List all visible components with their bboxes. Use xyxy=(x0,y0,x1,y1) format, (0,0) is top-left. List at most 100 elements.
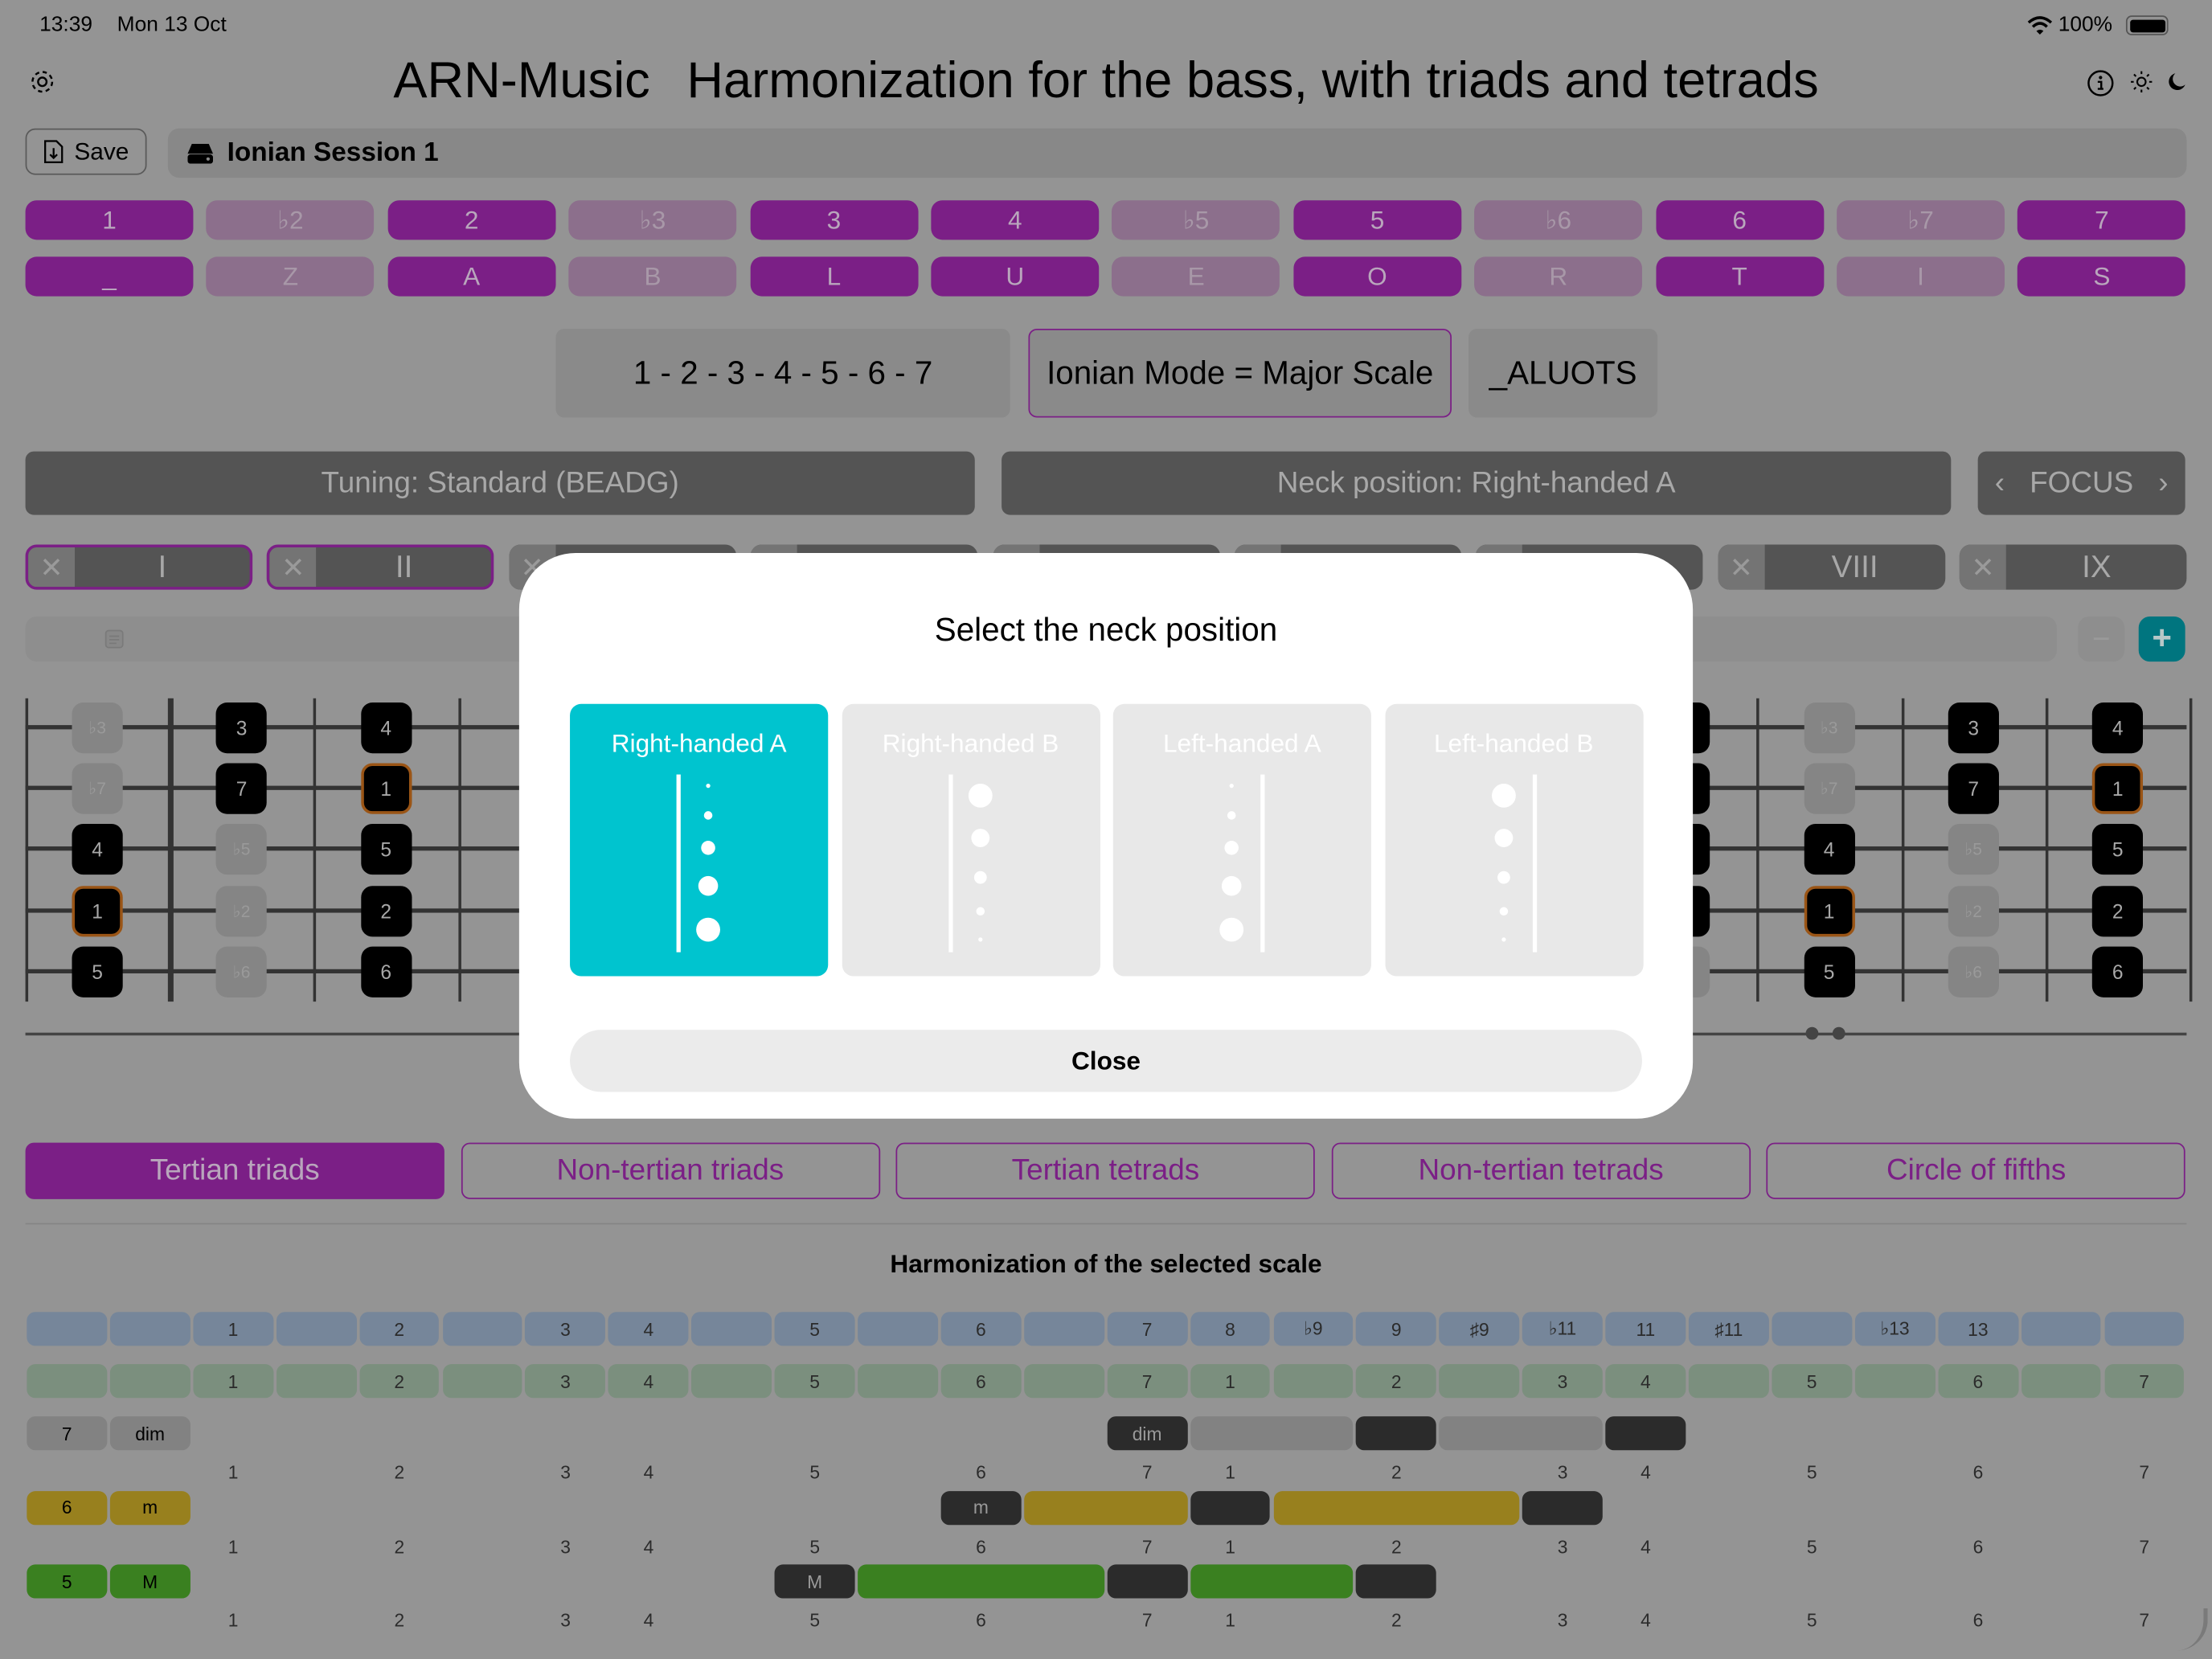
chord-span-bar[interactable] xyxy=(1190,1564,1354,1599)
info-icon[interactable] xyxy=(2085,68,2116,99)
segment-tab[interactable]: Circle of fifths xyxy=(1767,1142,2186,1199)
scale-code[interactable]: _ALUOTS xyxy=(1469,328,1658,418)
position-tab[interactable]: ✕ IX xyxy=(1960,544,2187,590)
remove-tab-x-icon[interactable]: ✕ xyxy=(1960,544,2007,590)
chord-span-bar[interactable] xyxy=(858,1564,1104,1599)
tuning-button[interactable]: Tuning: Standard (BEADG) xyxy=(25,451,975,515)
note-marker[interactable]: 5 xyxy=(72,946,123,997)
note-marker[interactable]: ♭2 xyxy=(216,886,268,937)
page-dot[interactable] xyxy=(1832,1026,1845,1040)
degree-button[interactable]: 2 xyxy=(387,200,556,240)
neck-option-right-handed-a[interactable]: Right-handed A xyxy=(570,703,829,977)
note-marker[interactable]: 2 xyxy=(360,886,412,937)
letter-button[interactable]: T xyxy=(1655,256,1824,297)
note-marker[interactable]: ♭2 xyxy=(1948,886,1999,937)
degree-button[interactable]: ♭5 xyxy=(1112,200,1280,240)
add-position-button[interactable]: + xyxy=(2138,616,2185,662)
letter-button[interactable]: L xyxy=(750,256,918,297)
note-marker[interactable]: ♭6 xyxy=(1948,946,1999,997)
session-name-field[interactable]: Ionian Session 1 xyxy=(167,128,2187,178)
degree-button[interactable]: 5 xyxy=(1293,200,1461,240)
degree-button[interactable]: ♭7 xyxy=(1837,200,2005,240)
degree-button[interactable]: ♭3 xyxy=(568,200,737,240)
note-marker[interactable]: 5 xyxy=(2092,823,2144,875)
note-marker[interactable]: 3 xyxy=(1948,703,1999,754)
note-marker[interactable]: 4 xyxy=(2092,703,2144,754)
letter-button[interactable]: S xyxy=(2017,256,2186,297)
segment-tab[interactable]: Tertian triads xyxy=(25,1142,444,1199)
position-tab[interactable]: ✕ I xyxy=(25,544,253,590)
note-marker[interactable]: ♭5 xyxy=(1948,823,1999,875)
note-marker[interactable]: ♭6 xyxy=(216,946,268,997)
root-note-marker[interactable]: 1 xyxy=(1804,886,1855,937)
chord-tone-cell[interactable] xyxy=(1107,1564,1188,1599)
page-dot[interactable] xyxy=(1805,1026,1819,1040)
root-note-marker[interactable]: 1 xyxy=(360,763,412,814)
chord-root-cell[interactable]: dim xyxy=(1107,1416,1188,1451)
degree-button[interactable]: 6 xyxy=(1655,200,1824,240)
chord-span-bar[interactable] xyxy=(1190,1416,1354,1451)
degree-button[interactable]: ♭2 xyxy=(206,200,375,240)
scale-formula[interactable]: 1 - 2 - 3 - 4 - 5 - 6 - 7 xyxy=(555,328,1010,418)
degree-button[interactable]: 1 xyxy=(25,200,194,240)
settings-gear-icon[interactable] xyxy=(27,66,58,97)
chord-tone-cell[interactable] xyxy=(1522,1490,1603,1525)
letter-button[interactable]: E xyxy=(1112,256,1280,297)
note-marker[interactable]: 6 xyxy=(2092,946,2144,997)
note-marker[interactable]: ♭7 xyxy=(72,763,123,814)
degree-button[interactable]: 3 xyxy=(750,200,918,240)
remove-tab-x-icon[interactable]: ✕ xyxy=(28,547,76,588)
segment-tab[interactable]: Tertian tetrads xyxy=(895,1142,1316,1199)
letter-button[interactable]: B xyxy=(568,256,737,297)
chord-tone-cell[interactable] xyxy=(1190,1490,1271,1525)
note-marker[interactable]: ♭3 xyxy=(72,703,123,754)
letter-button[interactable]: O xyxy=(1293,256,1461,297)
letter-button[interactable]: U xyxy=(931,256,1100,297)
degree-button[interactable]: 4 xyxy=(931,200,1100,240)
note-marker[interactable]: 2 xyxy=(2092,886,2144,937)
letter-button[interactable]: R xyxy=(1474,256,1643,297)
segment-tab[interactable]: Non-tertian triads xyxy=(461,1142,880,1199)
degree-button[interactable]: 7 xyxy=(2017,200,2186,240)
note-marker[interactable]: 6 xyxy=(360,946,412,997)
note-marker[interactable]: 5 xyxy=(1804,946,1855,997)
neck-position-button[interactable]: Neck position: Right-handed A xyxy=(1002,451,1952,515)
position-tab[interactable]: ✕ II xyxy=(267,544,494,590)
note-marker[interactable]: ♭3 xyxy=(1804,703,1855,754)
root-note-marker[interactable]: 1 xyxy=(72,886,123,937)
root-note-marker[interactable]: 1 xyxy=(2092,763,2144,814)
focus-previous-chevron-icon[interactable]: ‹ xyxy=(1994,466,2005,499)
note-marker[interactable]: ♭7 xyxy=(1804,763,1855,814)
chord-root-cell[interactable]: m xyxy=(940,1490,1022,1525)
light-mode-sun-icon[interactable] xyxy=(2128,69,2154,95)
segment-tab[interactable]: Non-tertian tetrads xyxy=(1331,1142,1751,1199)
letter-button[interactable]: A xyxy=(387,256,556,297)
note-marker[interactable]: 7 xyxy=(1948,763,1999,814)
note-marker[interactable]: 3 xyxy=(216,703,268,754)
remove-tab-x-icon[interactable]: ✕ xyxy=(269,547,317,588)
note-marker[interactable]: 4 xyxy=(72,823,123,875)
note-marker[interactable]: 4 xyxy=(1804,823,1855,875)
neck-option-left-handed-b[interactable]: Left-handed B xyxy=(1384,703,1643,977)
letter-button[interactable]: Z xyxy=(206,256,375,297)
letter-button[interactable]: _ xyxy=(25,256,194,297)
chord-span-bar[interactable] xyxy=(1023,1490,1188,1525)
chord-span-bar[interactable] xyxy=(1439,1416,1603,1451)
chord-tone-cell[interactable] xyxy=(1356,1564,1437,1599)
save-button[interactable]: Save xyxy=(25,128,147,175)
resize-handle[interactable] xyxy=(2173,1608,2208,1651)
chord-span-bar[interactable] xyxy=(1272,1490,1520,1525)
dark-mode-moon-icon[interactable] xyxy=(2164,69,2189,95)
letter-button[interactable]: I xyxy=(1837,256,2005,297)
scale-mode[interactable]: Ionian Mode = Major Scale xyxy=(1028,328,1452,418)
focus-next-chevron-icon[interactable]: › xyxy=(2158,466,2169,499)
chord-tone-cell[interactable] xyxy=(1356,1416,1437,1451)
neck-option-left-handed-a[interactable]: Left-handed A xyxy=(1112,703,1371,977)
chord-root-cell[interactable]: M xyxy=(774,1564,855,1599)
note-marker[interactable]: 4 xyxy=(360,703,412,754)
note-marker[interactable]: 7 xyxy=(216,763,268,814)
remove-position-button[interactable]: − xyxy=(2078,616,2125,662)
chord-tone-cell[interactable] xyxy=(1605,1416,1686,1451)
note-marker[interactable]: ♭5 xyxy=(216,823,268,875)
close-button[interactable]: Close xyxy=(570,1030,1642,1092)
